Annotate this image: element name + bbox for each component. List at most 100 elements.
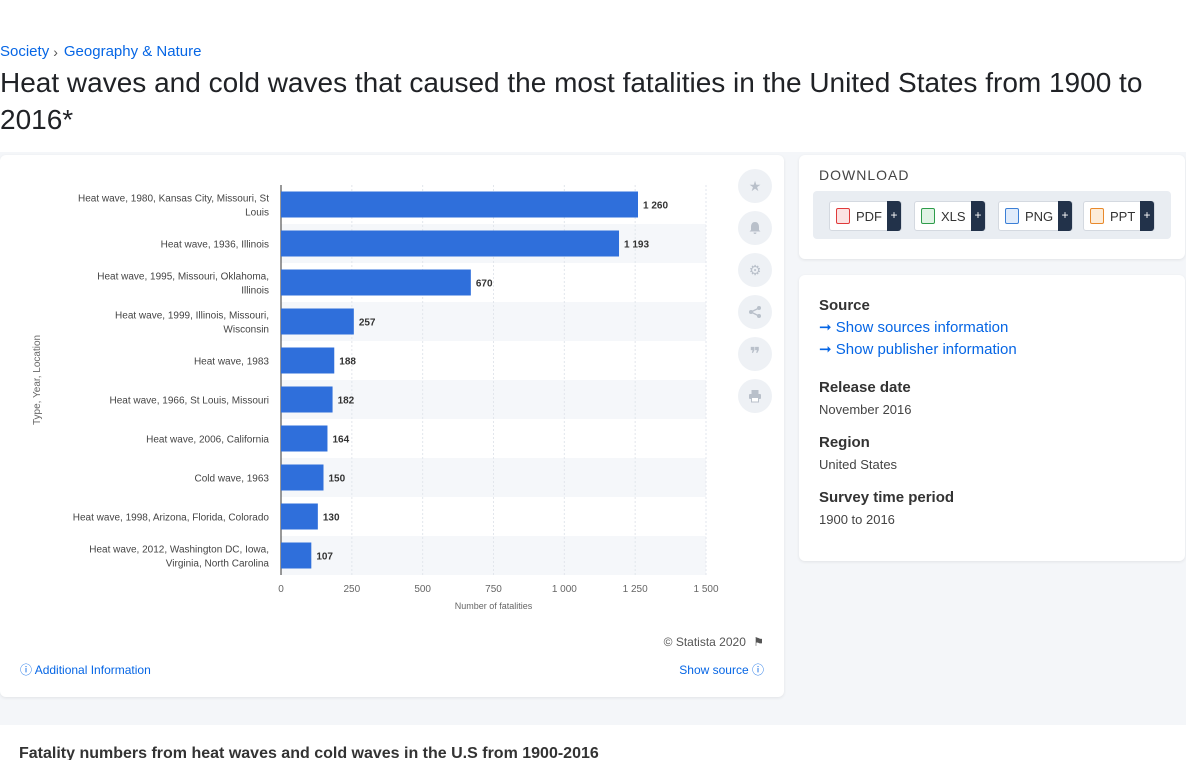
bar [281, 542, 312, 569]
bar-value-label: 150 [329, 474, 346, 485]
bar-value-label: 1 260 [643, 201, 668, 212]
category-label: Wisconsin [223, 325, 269, 336]
period-section: Survey time period 1900 to 2016 [819, 489, 954, 527]
bar [281, 503, 318, 530]
header-band [0, 0, 1186, 152]
category-label: Heat wave, 1983 [194, 357, 269, 368]
release-value: November 2016 [819, 402, 912, 417]
download-xls-label: XLS [941, 208, 966, 224]
breadcrumb-society[interactable]: Society [0, 43, 50, 60]
bar [281, 230, 620, 257]
download-ppt-button[interactable]: PPT + [1083, 201, 1155, 231]
x-tick-label: 750 [485, 584, 502, 595]
source-section: Source ➞ Show sources information ➞ Show… [819, 297, 1017, 358]
download-card: DOWNLOAD PDF + XLS + PNG + PPT + [799, 155, 1185, 259]
download-heading: DOWNLOAD [819, 167, 910, 183]
period-value: 1900 to 2016 [819, 512, 895, 527]
bell-icon[interactable] [738, 211, 772, 245]
copyright-label: © Statista 2020 [663, 635, 746, 649]
copyright-text: © Statista 2020 ⚑ [664, 635, 764, 649]
bar [281, 269, 471, 296]
x-tick-label: 1 250 [623, 584, 648, 595]
category-label: Louis [245, 208, 269, 219]
breadcrumb-geography[interactable]: Geography & Nature [63, 43, 202, 60]
show-sources-link[interactable]: ➞ Show sources information [819, 318, 1017, 336]
x-tick-label: 1 000 [552, 584, 577, 595]
breadcrumb: Society › Geography & Nature [0, 43, 201, 60]
category-label: Heat wave, 1999, Illinois, Missouri, [115, 311, 269, 322]
pdf-file-icon [836, 208, 850, 224]
region-label: Region [819, 434, 870, 451]
download-xls-button[interactable]: XLS + [914, 201, 986, 231]
download-ppt-label: PPT [1110, 208, 1136, 224]
info-icon: ⓘ [20, 663, 33, 677]
bar [281, 464, 324, 491]
bar [281, 191, 638, 218]
download-png-label: PNG [1025, 208, 1054, 224]
breadcrumb-separator: › [53, 43, 58, 60]
download-pdf-button[interactable]: PDF + [829, 201, 902, 231]
star-icon[interactable]: ★ [738, 169, 772, 203]
period-label: Survey time period [819, 489, 955, 506]
region-value: United States [819, 457, 898, 472]
flag-icon[interactable]: ⚑ [753, 635, 764, 649]
bar [281, 308, 354, 335]
additional-information-link[interactable]: ⓘ Additional Information [20, 661, 151, 678]
bar-chart: 1 260 Heat wave, 1980, Kansas City, Misso… [73, 185, 719, 611]
category-label: Heat wave, 1998, Arizona, Florida, Color… [73, 513, 270, 524]
arrow-right-icon: ➞ [819, 341, 832, 358]
png-file-icon [1005, 208, 1019, 224]
gear-icon[interactable]: ⚙ [738, 253, 772, 287]
plus-icon: + [971, 201, 985, 231]
info-icon: ⓘ [751, 663, 764, 677]
xls-file-icon [921, 208, 935, 224]
bar-value-label: 182 [338, 396, 355, 407]
bar-value-label: 188 [339, 357, 356, 368]
chart-card: 1 260 Heat wave, 1980, Kansas City, Misso… [0, 155, 784, 697]
plus-icon: + [887, 201, 901, 231]
category-label: Heat wave, 2006, California [146, 435, 269, 446]
page-title: Heat waves and cold waves that caused th… [0, 67, 1143, 135]
download-png-button[interactable]: PNG + [998, 201, 1073, 231]
release-label: Release date [819, 379, 911, 396]
bar-value-label: 130 [323, 513, 340, 524]
bar [281, 347, 335, 374]
x-tick-label: 0 [278, 584, 284, 595]
plus-icon: + [1058, 201, 1072, 231]
print-icon[interactable] [738, 379, 772, 413]
category-label: Virginia, North Carolina [166, 559, 270, 570]
info-card: Source ➞ Show sources information ➞ Show… [799, 275, 1185, 561]
show-source-label: Show source [679, 663, 749, 677]
category-label: Heat wave, 2012, Washington DC, Iowa, [89, 545, 269, 556]
category-label: Heat wave, 1966, St Louis, Missouri [109, 396, 269, 407]
source-label: Source [819, 297, 870, 314]
show-source-link[interactable]: Show source ⓘ [679, 661, 764, 678]
show-publisher-label: Show publisher information [835, 341, 1017, 358]
additional-information-label: Additional Information [34, 663, 151, 677]
bar-value-label: 257 [359, 318, 376, 329]
category-label: Heat wave, 1980, Kansas City, Missouri, … [78, 194, 269, 205]
category-label: Cold wave, 1963 [195, 474, 270, 485]
bar-value-label: 670 [476, 279, 493, 290]
bottom-section-title: Fatality numbers from heat waves and col… [19, 745, 599, 760]
quote-icon[interactable]: ❞ [738, 337, 772, 371]
x-axis-title: Number of fatalities [455, 601, 533, 611]
category-label: Heat wave, 1936, Illinois [161, 240, 269, 251]
show-sources-label: Show sources information [835, 319, 1009, 336]
x-tick-label: 500 [414, 584, 431, 595]
download-buttons: PDF + XLS + PNG + PPT + [813, 191, 1171, 239]
region-section: Region United States [819, 434, 897, 472]
bottom-card: Fatality numbers from heat waves and col… [0, 725, 1186, 760]
bar-value-label: 164 [332, 435, 349, 446]
arrow-right-icon: ➞ [819, 319, 832, 336]
share-icon[interactable] [738, 295, 772, 329]
bar [281, 425, 328, 452]
show-publisher-link[interactable]: ➞ Show publisher information [819, 340, 1017, 358]
ppt-file-icon [1090, 208, 1104, 224]
bar [281, 386, 333, 413]
release-section: Release date November 2016 [819, 379, 912, 417]
plus-icon: + [1140, 201, 1154, 231]
bar-value-label: 1 193 [624, 240, 649, 251]
download-pdf-label: PDF [856, 208, 882, 224]
y-axis-title: Type, Year, Location [32, 334, 43, 425]
